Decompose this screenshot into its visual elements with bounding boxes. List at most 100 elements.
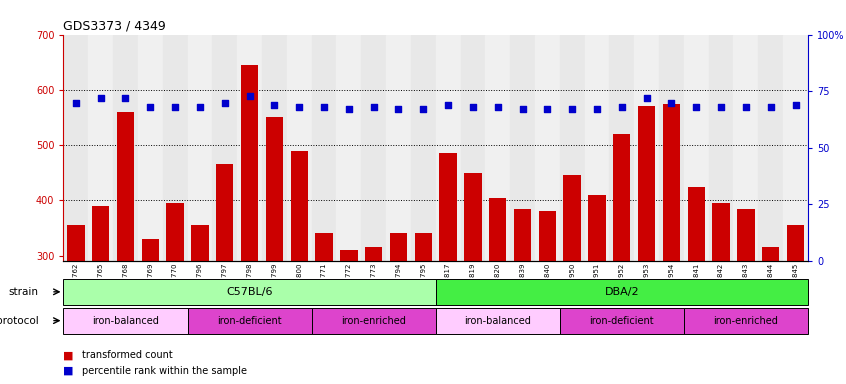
Bar: [460, 35, 486, 261]
Bar: [609, 35, 634, 261]
Point: [416, 106, 430, 113]
Bar: [113, 35, 138, 261]
Bar: [436, 279, 808, 305]
Bar: [262, 35, 287, 261]
Point: [640, 95, 653, 101]
Point: [466, 104, 480, 110]
Bar: [539, 211, 556, 384]
Bar: [659, 35, 684, 261]
Bar: [737, 209, 755, 384]
Point: [442, 102, 455, 108]
Point: [342, 106, 355, 113]
Bar: [241, 65, 258, 384]
Bar: [88, 35, 113, 261]
Bar: [316, 233, 332, 384]
Bar: [191, 225, 209, 384]
Point: [144, 104, 157, 110]
Point: [218, 99, 232, 106]
Bar: [138, 35, 162, 261]
Point: [541, 106, 554, 113]
Bar: [585, 35, 609, 261]
Bar: [237, 35, 262, 261]
Bar: [167, 203, 184, 384]
Bar: [436, 308, 560, 334]
Bar: [684, 308, 808, 334]
Bar: [141, 239, 159, 384]
Bar: [688, 187, 705, 384]
Point: [168, 104, 182, 110]
Point: [591, 106, 604, 113]
Point: [243, 93, 256, 99]
Bar: [411, 35, 436, 261]
Text: strain: strain: [8, 287, 39, 297]
Bar: [787, 225, 805, 384]
Bar: [709, 35, 733, 261]
Bar: [439, 153, 457, 384]
Bar: [63, 308, 188, 334]
Point: [665, 99, 678, 106]
Point: [69, 99, 83, 106]
Bar: [390, 233, 407, 384]
Bar: [514, 209, 531, 384]
Bar: [117, 112, 135, 384]
Bar: [535, 35, 560, 261]
Bar: [266, 118, 283, 384]
Text: percentile rank within the sample: percentile rank within the sample: [82, 366, 247, 376]
Bar: [563, 175, 581, 384]
Bar: [733, 35, 758, 261]
Text: iron-balanced: iron-balanced: [464, 316, 531, 326]
Point: [714, 104, 728, 110]
Bar: [758, 35, 783, 261]
Text: iron-deficient: iron-deficient: [590, 316, 654, 326]
Bar: [436, 35, 460, 261]
Text: iron-deficient: iron-deficient: [217, 316, 282, 326]
Text: ■: ■: [63, 366, 74, 376]
Point: [565, 106, 579, 113]
Bar: [638, 106, 656, 384]
Point: [392, 106, 405, 113]
Bar: [588, 195, 606, 384]
Bar: [311, 35, 337, 261]
Point: [516, 106, 530, 113]
Bar: [486, 35, 510, 261]
Bar: [415, 233, 432, 384]
Bar: [162, 35, 188, 261]
Text: C57BL/6: C57BL/6: [227, 287, 272, 297]
Bar: [560, 308, 684, 334]
Text: iron-enriched: iron-enriched: [713, 316, 778, 326]
Bar: [92, 206, 109, 384]
Bar: [340, 250, 358, 384]
Point: [689, 104, 703, 110]
Bar: [188, 35, 212, 261]
Bar: [510, 35, 535, 261]
Bar: [662, 104, 680, 384]
Bar: [613, 134, 630, 384]
Point: [491, 104, 504, 110]
Bar: [560, 35, 585, 261]
Bar: [712, 203, 730, 384]
Bar: [67, 225, 85, 384]
Point: [94, 95, 107, 101]
Bar: [63, 35, 88, 261]
Point: [293, 104, 306, 110]
Bar: [290, 151, 308, 384]
Bar: [634, 35, 659, 261]
Text: transformed count: transformed count: [82, 350, 173, 360]
Bar: [684, 35, 709, 261]
Bar: [287, 35, 311, 261]
Text: GDS3373 / 4349: GDS3373 / 4349: [63, 19, 166, 32]
Bar: [188, 308, 311, 334]
Bar: [216, 164, 233, 384]
Point: [317, 104, 331, 110]
Text: protocol: protocol: [0, 316, 39, 326]
Bar: [489, 198, 507, 384]
Text: ■: ■: [63, 350, 74, 360]
Bar: [762, 247, 779, 384]
Bar: [464, 173, 481, 384]
Bar: [212, 35, 237, 261]
Text: iron-balanced: iron-balanced: [92, 316, 159, 326]
Point: [193, 104, 206, 110]
Point: [739, 104, 753, 110]
Point: [118, 95, 132, 101]
Point: [615, 104, 629, 110]
